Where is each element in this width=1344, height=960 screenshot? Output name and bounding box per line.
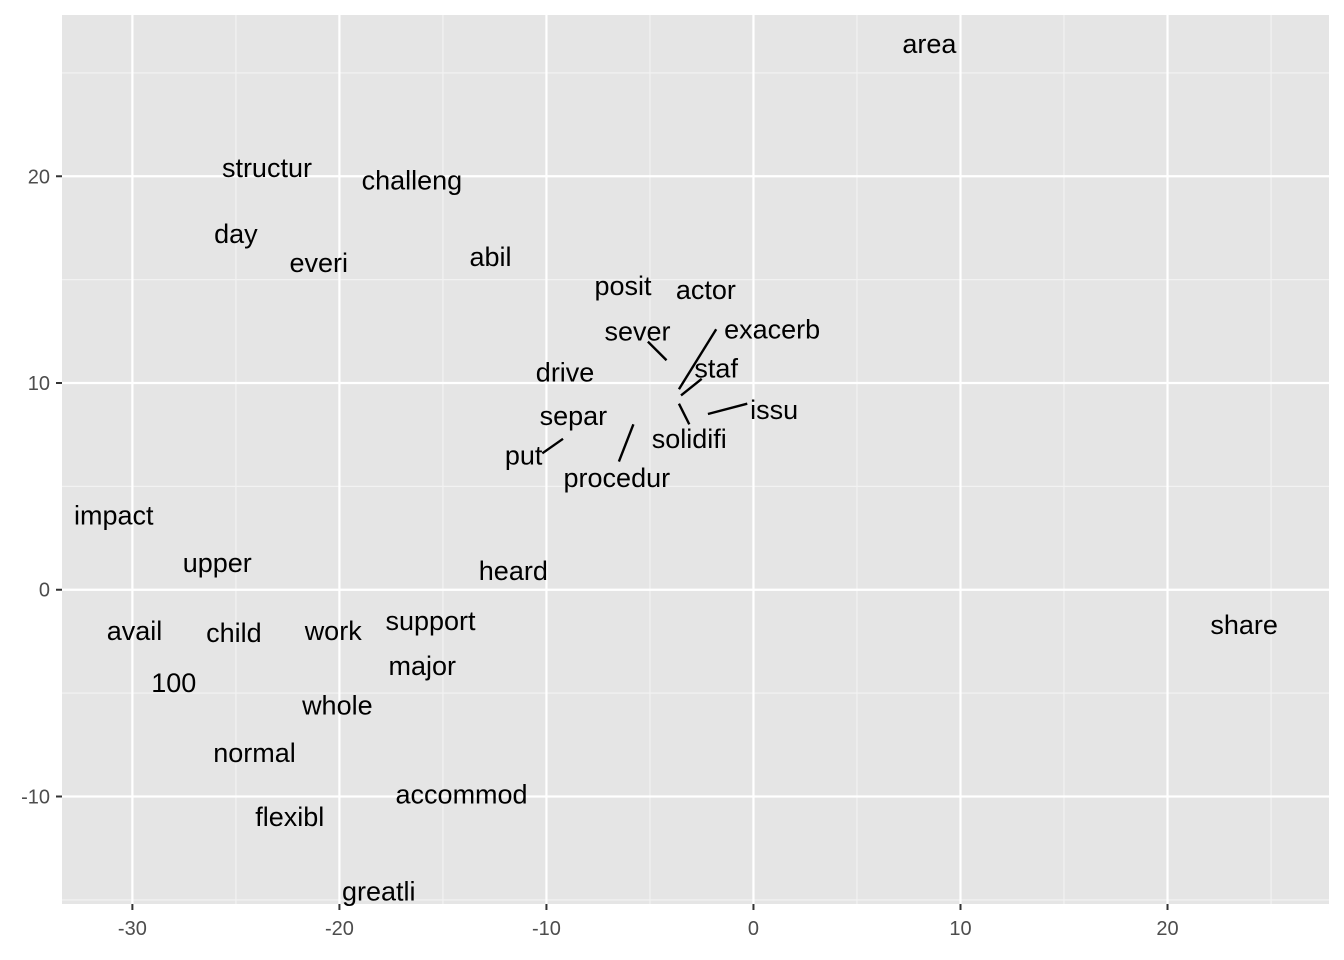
word-label: procedur <box>564 463 671 493</box>
x-axis-tick-labels: -30 -20 -10 0 10 20 <box>118 918 1179 940</box>
y-tick-label: 0 <box>39 580 50 602</box>
leader-line <box>541 437 564 455</box>
word-label: area <box>902 29 957 59</box>
y-tick-label: 10 <box>28 373 50 395</box>
leader-line <box>707 402 748 416</box>
word-label: 100 <box>151 668 196 698</box>
word-label: sever <box>605 316 671 346</box>
word-label: abil <box>470 242 512 272</box>
x-tick-label: -30 <box>118 918 147 940</box>
word-label: upper <box>183 548 252 578</box>
word-label: heard <box>479 556 548 586</box>
x-tick-label: -20 <box>325 918 354 940</box>
axis-ticks <box>56 175 1169 910</box>
word-label: everi <box>289 248 348 278</box>
word-label: exacerb <box>724 314 820 344</box>
word-label: flexibl <box>255 802 324 832</box>
word-labels: area structur challeng day everi abil posit act… <box>74 29 1278 907</box>
word-label: actor <box>676 275 736 305</box>
word-label: drive <box>536 358 595 388</box>
y-axis-tick-labels: -10 0 10 20 <box>21 166 50 808</box>
word-label: work <box>304 616 363 646</box>
word-label: structur <box>222 153 312 183</box>
word-label: greatli <box>342 877 416 907</box>
major-gridlines <box>62 15 1329 904</box>
y-tick-label: -10 <box>21 786 50 808</box>
word-label: avail <box>107 616 163 646</box>
leader-line <box>680 377 703 397</box>
y-tick-label: 20 <box>28 166 50 188</box>
word-label: support <box>385 606 476 636</box>
word-label: major <box>388 651 456 681</box>
word-label: posit <box>595 271 653 301</box>
word-label: normal <box>213 738 296 768</box>
word-label: separ <box>540 401 608 431</box>
leader-line <box>617 423 635 463</box>
leader-line <box>677 328 718 390</box>
word-label: day <box>214 219 258 249</box>
word-label: issu <box>750 395 798 425</box>
leader-line <box>677 403 691 425</box>
word-label: child <box>206 618 262 648</box>
panel-background <box>62 15 1329 904</box>
word-label: impact <box>74 500 154 530</box>
x-tick-label: 0 <box>748 918 759 940</box>
word-label: share <box>1210 610 1278 640</box>
x-tick-label: -10 <box>532 918 561 940</box>
word-label: challeng <box>362 165 463 195</box>
x-tick-label: 20 <box>1156 918 1178 940</box>
word-label: accommod <box>396 779 528 809</box>
x-tick-label: 10 <box>949 918 971 940</box>
minor-gridlines <box>62 15 1329 904</box>
word-label: whole <box>301 691 373 721</box>
word-label: solidifi <box>652 424 727 454</box>
word-label: staf <box>694 354 738 384</box>
word-label: put <box>505 440 543 470</box>
label-leader-lines <box>541 328 748 463</box>
leader-line <box>647 340 668 362</box>
